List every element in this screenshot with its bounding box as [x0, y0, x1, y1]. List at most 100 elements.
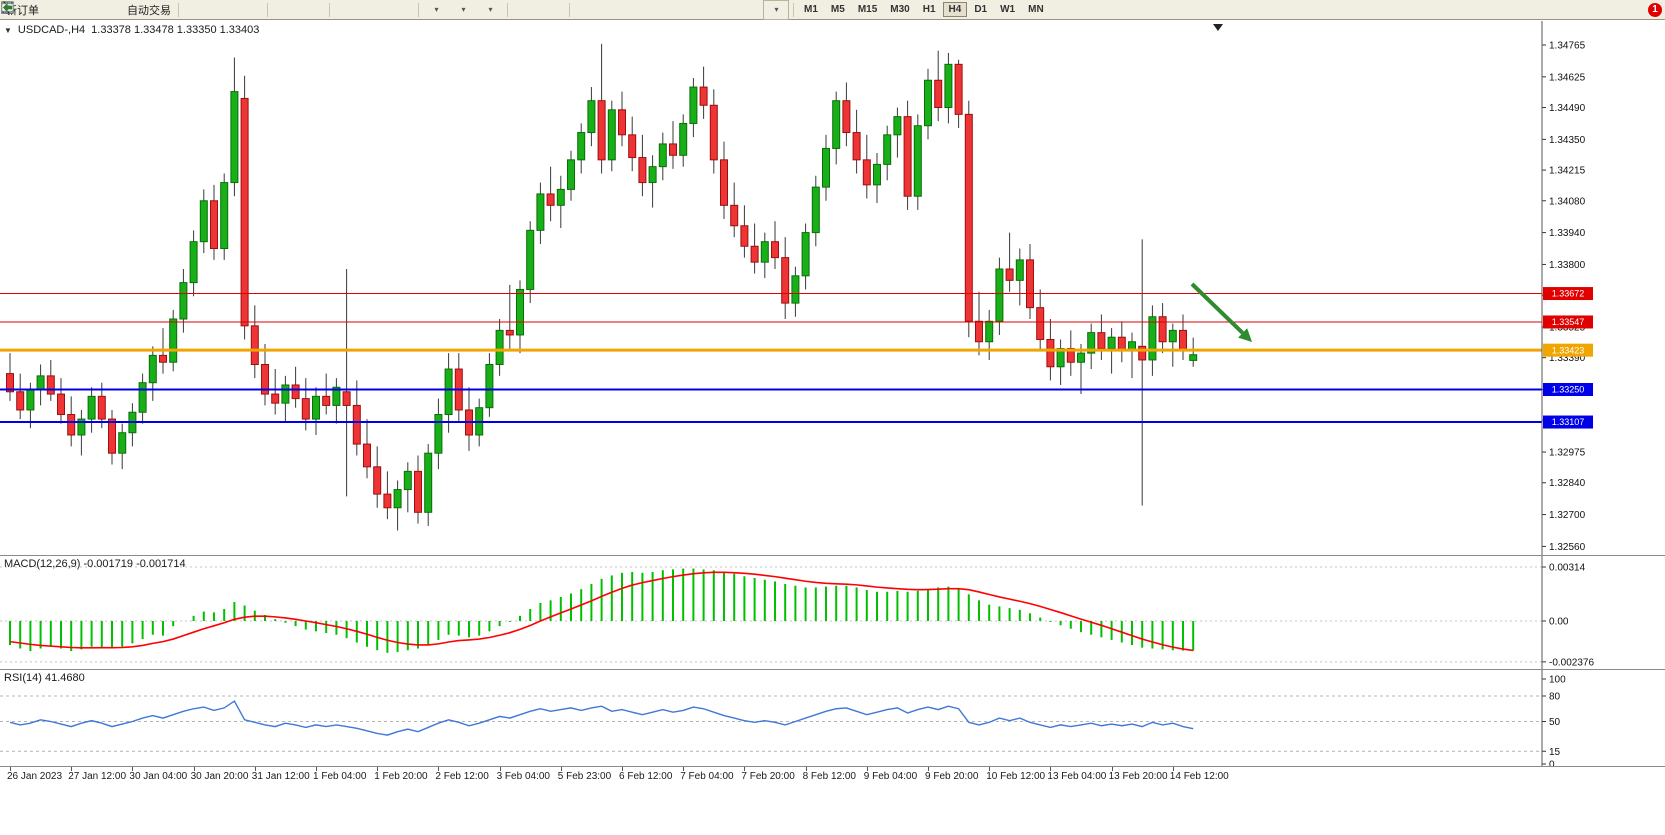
chart-shift-button[interactable]	[1, 0, 414, 20]
time-axis[interactable]: 26 Jan 2023 27 Jan 12:00 30 Jan 04:00 30 Ja…	[0, 766, 1665, 787]
svg-text:1.33800: 1.33800	[1549, 260, 1586, 271]
cursor-button[interactable]	[3, 0, 538, 20]
candles-layer	[6, 43, 1198, 531]
macd-indicator-panel: 0.00314 0.00 -0.002376 MACD(12,26,9) -0.00…	[0, 555, 1665, 669]
chart-collapse-icon[interactable]: ▼	[4, 25, 12, 35]
trend-arrow-annotation[interactable]	[1190, 282, 1252, 342]
time-tick	[499, 767, 501, 771]
time-axis-label: 1 Feb 04:00	[313, 771, 367, 782]
toolbar-separator	[569, 2, 570, 17]
time-tick	[805, 767, 807, 771]
timeframe-m30[interactable]: M30	[890, 4, 910, 15]
crosshair-button[interactable]	[1, 0, 565, 20]
zoom-out-button[interactable]	[1, 0, 325, 20]
tile-windows-button[interactable]	[1, 0, 360, 20]
svg-text:1.33390: 1.33390	[1549, 353, 1586, 364]
symbol-period-text: USDCAD-,H4	[17, 24, 86, 36]
svg-text:50: 50	[1549, 717, 1561, 728]
main-chart-panel: 1.34765 1.34625 1.34490 1.34350 1.34215 1.340…	[0, 21, 1665, 555]
time-axis-label: 13 Feb 04:00	[1047, 771, 1107, 782]
chevron-down-icon: ▾	[774, 5, 779, 14]
svg-text:1.33423: 1.33423	[1552, 345, 1585, 355]
new-order-label: 新订单	[6, 4, 39, 17]
periods-button[interactable]: ▾	[1, 0, 476, 20]
vertical-line-button[interactable]	[7, 0, 600, 20]
auto-trading-button[interactable]: 自动交易	[2, 0, 174, 20]
time-tick	[438, 767, 440, 771]
timeframe-m5[interactable]: M5	[830, 4, 845, 15]
chart-symbol-label: ▼ USDCAD-,H4 1.33378 1.33478 1.33350 1.3…	[4, 24, 259, 36]
time-tick	[560, 767, 562, 771]
time-axis-label: 13 Feb 20:00	[1108, 771, 1168, 782]
horizontal-line-button[interactable]	[1, 0, 627, 20]
time-tick	[744, 767, 746, 771]
macd-chart-svg[interactable]: 0.00314 0.00 -0.002376	[0, 556, 1665, 669]
horizontal-levels[interactable]: 1.33672 1.33547 1.33423 1.33250 1.33107	[0, 287, 1593, 429]
label-button[interactable]: T	[1, 0, 762, 20]
timeframe-d1[interactable]: D1	[974, 4, 988, 15]
timeframe-group: M1 M5 M15 M30 H1 H4 D1 W1 MN	[798, 2, 1050, 17]
navigator-button[interactable]	[1, 0, 123, 20]
svg-text:1.34490: 1.34490	[1549, 103, 1586, 114]
time-tick	[1111, 767, 1113, 771]
notification-badge[interactable]: 1	[1648, 2, 1662, 17]
time-axis-label: 7 Feb 20:00	[741, 771, 795, 782]
candlestick-chart-button[interactable]	[2, 0, 236, 20]
svg-text:1.34080: 1.34080	[1549, 196, 1586, 207]
rsi-chart-svg[interactable]: 100 80 50 15 0	[0, 670, 1665, 766]
arrows-button[interactable]: ▾	[2, 0, 789, 20]
toolbar-separator	[507, 2, 508, 17]
timeframe-mn[interactable]: MN	[1028, 4, 1044, 15]
market-watch-button[interactable]	[1, 0, 96, 20]
zoom-in-button[interactable]	[1, 0, 298, 20]
time-tick	[622, 767, 623, 771]
time-tick	[683, 767, 685, 771]
rsi-label: RSI(14) 41.4680	[4, 672, 85, 684]
price-chart-svg[interactable]: 1.34765 1.34625 1.34490 1.34350 1.34215 1.340…	[0, 21, 1665, 555]
time-axis-label: 30 Jan 20:00	[190, 771, 249, 782]
time-tick	[928, 767, 929, 771]
svg-text:-0.002376: -0.002376	[1549, 657, 1594, 668]
timeframe-w1[interactable]: W1	[1000, 4, 1016, 15]
templates-button[interactable]: ▾	[1, 0, 503, 20]
svg-text:1.34765: 1.34765	[1549, 41, 1586, 52]
time-axis-label: 27 Jan 12:00	[68, 771, 127, 782]
toolbar-separator	[178, 2, 179, 17]
timeframe-m1[interactable]: M1	[804, 4, 818, 15]
svg-text:15: 15	[1549, 747, 1561, 758]
auto-scroll-button[interactable]	[1, 0, 387, 20]
svg-text:1.32840: 1.32840	[1549, 478, 1586, 489]
chevron-down-icon: ▾	[461, 5, 466, 14]
time-axis-label: 10 Feb 12:00	[986, 771, 1046, 782]
trendline-button[interactable]	[1, 0, 654, 20]
indicators-button[interactable]: ▾	[1, 0, 449, 20]
time-axis-label: 26 Jan 2023	[7, 771, 63, 782]
timeframe-h4[interactable]: H4	[942, 2, 968, 17]
channel-button[interactable]	[1, 0, 681, 20]
toolbar-separator	[329, 2, 330, 17]
time-tick	[254, 767, 256, 771]
timeframe-m15[interactable]: M15	[857, 4, 878, 15]
time-axis-label: 6 Feb 12:00	[619, 771, 673, 782]
text-button[interactable]: A	[3, 0, 735, 20]
svg-text:1.34215: 1.34215	[1549, 166, 1586, 177]
arrow-shape-icon	[2, 2, 13, 13]
time-axis-label: 3 Feb 04:00	[496, 771, 550, 782]
time-axis-label: 1 Feb 20:00	[374, 771, 428, 782]
symbols-button[interactable]	[1, 0, 69, 20]
time-tick	[193, 767, 195, 771]
rsi-indicator-panel: 100 80 50 15 0 RSI(14) 41.4680	[0, 669, 1665, 766]
time-axis-label: 9 Feb 04:00	[863, 771, 918, 782]
chart-shift-marker[interactable]	[1213, 24, 1223, 31]
svg-text:1.32975: 1.32975	[1549, 448, 1586, 459]
auto-trading-label: 自动交易	[127, 4, 171, 17]
bar-chart-button[interactable]	[1, 0, 209, 20]
svg-text:1.32700: 1.32700	[1549, 510, 1586, 521]
timeframe-h1[interactable]: H1	[922, 4, 936, 15]
line-chart-button[interactable]	[1, 0, 263, 20]
macd-label: MACD(12,26,9) -0.001719 -0.001714	[4, 558, 186, 570]
time-tick	[1050, 767, 1052, 771]
time-tick	[71, 767, 73, 771]
fibonacci-button[interactable]	[1, 0, 708, 20]
